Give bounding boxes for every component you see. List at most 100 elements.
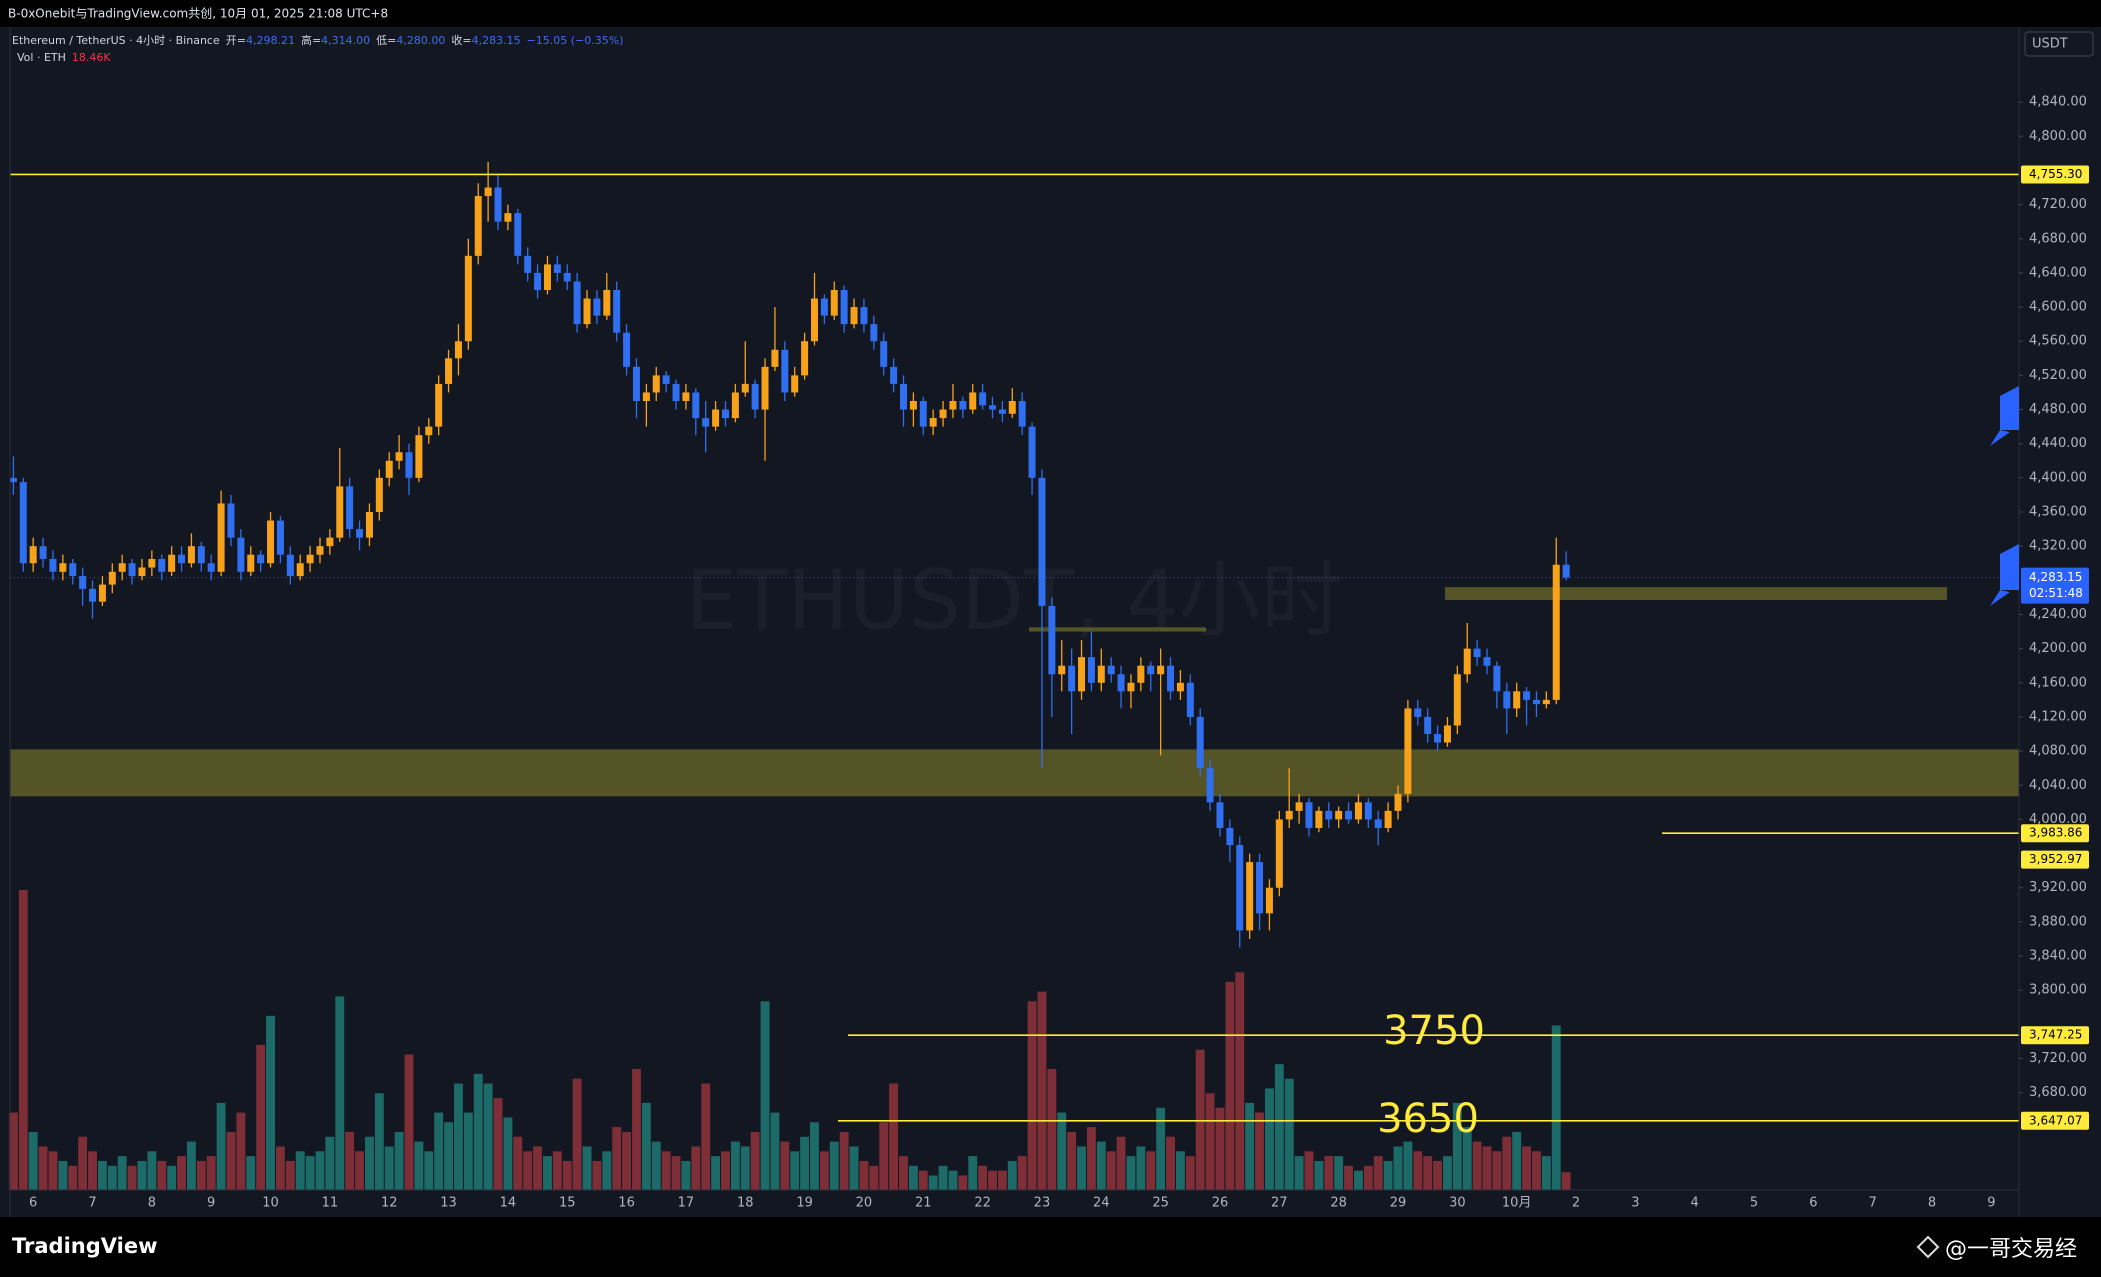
volume-bar bbox=[1136, 1146, 1146, 1190]
volume-bar bbox=[543, 1156, 552, 1190]
volume-label: Vol · ETH bbox=[17, 51, 66, 64]
ohlc-value: 4,314.00 bbox=[321, 34, 370, 47]
candle-body bbox=[1295, 802, 1303, 811]
volume-bar bbox=[1175, 1151, 1185, 1190]
volume-bar bbox=[355, 1151, 364, 1190]
candle-body bbox=[791, 375, 799, 393]
volume-bar bbox=[1156, 1107, 1166, 1190]
candle-body bbox=[79, 576, 87, 589]
x-tick-label: 7 bbox=[1869, 1196, 1877, 1211]
candle-body bbox=[356, 529, 364, 538]
candle-body bbox=[1097, 665, 1105, 683]
volume-bar bbox=[434, 1112, 444, 1190]
volume-bar bbox=[78, 1136, 88, 1190]
candle-body bbox=[207, 563, 215, 572]
volume-bar bbox=[1255, 1112, 1264, 1190]
y-tick-label: 4,080.00 bbox=[2029, 744, 2087, 759]
candle-body bbox=[801, 341, 809, 376]
candle-body bbox=[1068, 665, 1076, 692]
volume-bar bbox=[404, 1054, 414, 1190]
candle-body bbox=[524, 255, 532, 273]
x-tick-label: 6 bbox=[1809, 1196, 1817, 1211]
candle-body bbox=[375, 477, 383, 513]
candle-body bbox=[959, 401, 967, 410]
volume-bar bbox=[641, 1102, 651, 1190]
alert-flag[interactable] bbox=[1990, 544, 2019, 606]
volume-bar bbox=[1344, 1165, 1353, 1190]
countdown: 02:51:48 bbox=[2029, 586, 2083, 600]
volume-bar bbox=[908, 1165, 918, 1190]
volume-bar bbox=[819, 1151, 829, 1190]
candle-body bbox=[1384, 810, 1392, 828]
candle-body bbox=[514, 213, 522, 256]
candle-body bbox=[1513, 691, 1521, 709]
candle-body bbox=[1345, 810, 1353, 820]
currency: USDT bbox=[2032, 37, 2068, 52]
volume-bar bbox=[295, 1151, 305, 1190]
volume-bar bbox=[463, 1112, 473, 1190]
candle-body bbox=[118, 563, 126, 572]
candle-body bbox=[1078, 657, 1086, 692]
candle-body bbox=[632, 366, 640, 402]
volume-bar bbox=[1551, 1025, 1561, 1190]
volume-bar bbox=[226, 1131, 236, 1190]
volume-bar bbox=[889, 1083, 899, 1190]
volume-bar bbox=[958, 1175, 968, 1190]
annotation: 3650 bbox=[1377, 1096, 1479, 1142]
volume-bar bbox=[582, 1146, 592, 1190]
volume-bar bbox=[1403, 1141, 1413, 1190]
x-tick-label: 23 bbox=[1034, 1196, 1051, 1211]
candle-body bbox=[1107, 665, 1115, 675]
y-tick-label: 4,240.00 bbox=[2029, 607, 2087, 622]
x-tick-label: 11 bbox=[322, 1196, 339, 1211]
brand[interactable]: TradingView bbox=[12, 1234, 157, 1258]
volume-bar bbox=[1334, 1156, 1344, 1190]
y-tick-label: 4,680.00 bbox=[2029, 231, 2087, 246]
alert-flag[interactable] bbox=[1990, 386, 2019, 446]
candle-body bbox=[197, 546, 205, 564]
x-tick-label: 18 bbox=[737, 1196, 754, 1211]
volume-bar bbox=[711, 1156, 721, 1190]
candle-body bbox=[989, 405, 997, 410]
zone bbox=[10, 749, 2019, 797]
x-tick-label: 19 bbox=[796, 1196, 813, 1211]
volume-bar bbox=[918, 1170, 928, 1190]
candle-body bbox=[1018, 401, 1026, 427]
y-tick-label: 4,720.00 bbox=[2029, 197, 2087, 212]
volume-bar bbox=[730, 1141, 740, 1190]
x-tick-label: 9 bbox=[207, 1196, 215, 1211]
volume-bar bbox=[364, 1136, 374, 1190]
candle-body bbox=[534, 272, 542, 290]
candle-body bbox=[840, 289, 848, 325]
volume-bar bbox=[651, 1141, 661, 1190]
volume-bar bbox=[246, 1156, 256, 1190]
ohlc-value: 4,283.15 bbox=[472, 34, 521, 47]
volume-bar bbox=[622, 1131, 632, 1190]
candle-body bbox=[286, 554, 294, 577]
candle-body bbox=[98, 584, 106, 602]
candle-body bbox=[1275, 819, 1283, 888]
volume-bar bbox=[206, 1156, 216, 1190]
candle-body bbox=[464, 255, 472, 342]
volume-bar bbox=[236, 1112, 246, 1190]
candle-body bbox=[1315, 810, 1323, 828]
candle-body bbox=[1414, 708, 1422, 717]
candle-body bbox=[29, 546, 37, 564]
y-tick-label: 4,200.00 bbox=[2029, 641, 2087, 656]
volume-bar bbox=[721, 1151, 730, 1190]
volume-bar bbox=[1492, 1151, 1502, 1190]
x-tick-label: 5 bbox=[1750, 1196, 1758, 1211]
volume-bar bbox=[1373, 1156, 1383, 1190]
candle-body bbox=[603, 289, 611, 316]
candle-body bbox=[148, 558, 156, 568]
candle-body bbox=[702, 418, 710, 427]
volume-bar bbox=[1215, 1107, 1225, 1190]
y-tick-label: 4,040.00 bbox=[2029, 778, 2087, 793]
volume-bar bbox=[1235, 972, 1245, 1190]
candle-body bbox=[1285, 810, 1293, 820]
candle-body bbox=[682, 392, 690, 402]
x-tick-label: 30 bbox=[1449, 1196, 1466, 1211]
volume-bar bbox=[196, 1160, 206, 1190]
ohlc-label: 高= bbox=[301, 33, 321, 47]
volume-bar bbox=[691, 1146, 701, 1190]
